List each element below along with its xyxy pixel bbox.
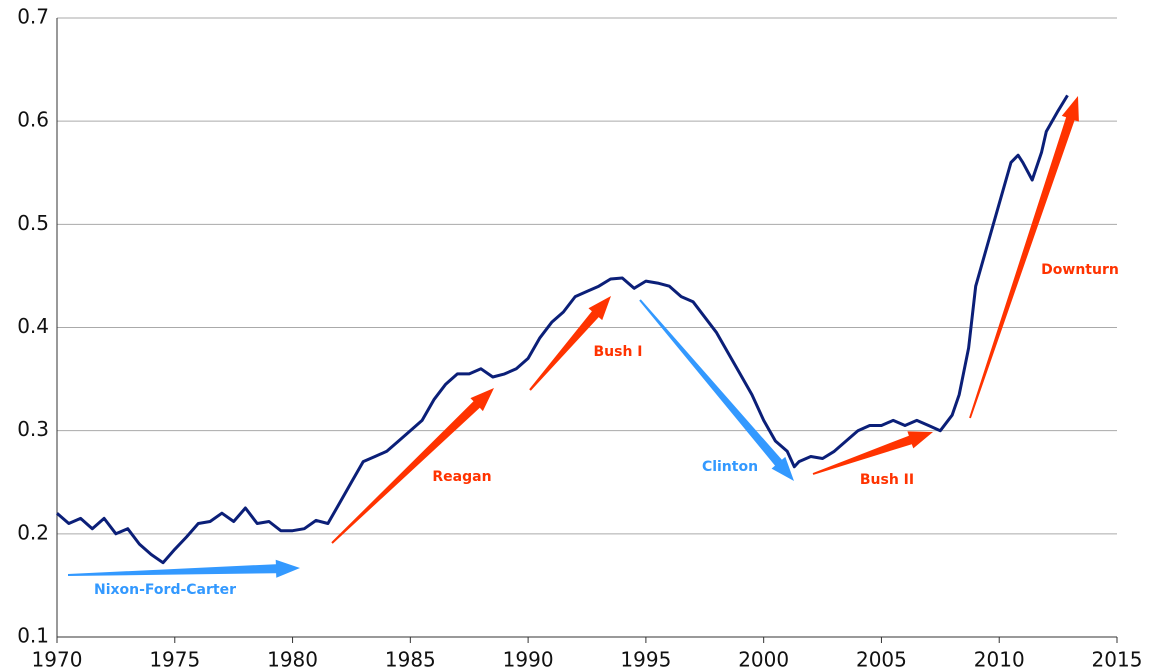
x-tick-label: 1980: [267, 648, 318, 671]
annotation-arrow: [969, 96, 1079, 419]
x-tick-label: 2000: [738, 648, 789, 671]
annotation-arrow: [331, 388, 494, 544]
x-tick-label: 1990: [503, 648, 554, 671]
y-tick-label: 0.6: [17, 108, 49, 132]
y-tick-label: 0.1: [17, 624, 49, 648]
annotation-label: Reagan: [432, 469, 491, 485]
annotation-label: Bush II: [860, 472, 914, 488]
x-tick-label: 1985: [385, 648, 436, 671]
annotation-arrow: [812, 431, 933, 475]
x-tick-label: 2010: [974, 648, 1025, 671]
series-line: [56, 94, 1069, 565]
y-tick-label: 0.3: [17, 417, 49, 441]
y-tick-label: 0.5: [17, 211, 49, 235]
x-tick-label: 1970: [32, 648, 83, 671]
y-tick-label: 0.2: [17, 520, 49, 544]
x-tick-label: 2015: [1092, 648, 1143, 671]
annotation-arrow: [529, 296, 611, 391]
annotation-label: Bush I: [593, 344, 642, 360]
annotation-label: Nixon-Ford-Carter: [94, 582, 236, 598]
y-tick-label: 0.7: [17, 5, 49, 29]
annotation-label: Clinton: [702, 459, 758, 475]
annotation-arrow: [68, 559, 300, 578]
x-tick-label: 1995: [620, 648, 671, 671]
annotation-arrow: [639, 299, 794, 481]
x-tick-label: 1975: [149, 648, 200, 671]
x-tick-label: 2005: [856, 648, 907, 671]
y-tick-label: 0.4: [17, 314, 49, 338]
annotation-label: Downturn: [1041, 262, 1119, 278]
